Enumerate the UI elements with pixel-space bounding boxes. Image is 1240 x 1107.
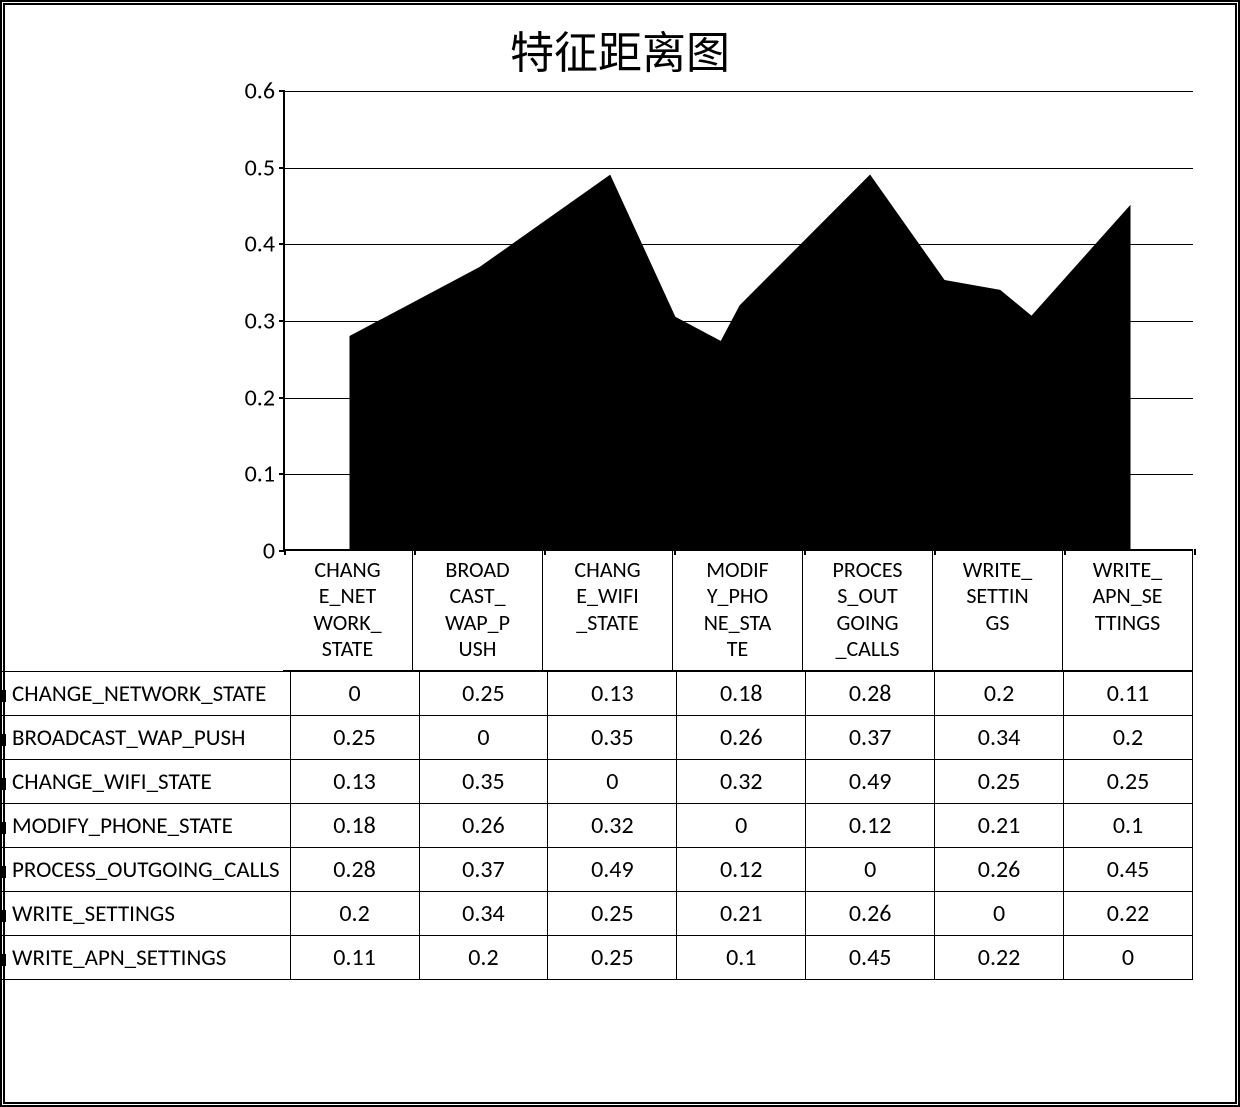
table-cell: 0.45 bbox=[1064, 848, 1193, 892]
table-cell: 0.32 bbox=[677, 760, 806, 804]
table-cell: 0.1 bbox=[1064, 804, 1193, 848]
table-cell: 0 bbox=[290, 672, 419, 716]
table-cell: 0.12 bbox=[806, 804, 935, 848]
table-cell: 0.21 bbox=[935, 804, 1064, 848]
table-cell: 0.21 bbox=[677, 892, 806, 936]
row-label: WRITE_SETTINGS bbox=[0, 892, 290, 936]
y-tick-label: 0.5 bbox=[230, 153, 275, 182]
table-row: WRITE_APN_SETTINGS0.110.20.250.10.450.22… bbox=[0, 936, 1193, 980]
row-label: BROADCAST_WAP_PUSH bbox=[0, 716, 290, 760]
table-cell: 0.18 bbox=[290, 804, 419, 848]
table-cell: 0.22 bbox=[1064, 892, 1193, 936]
legend-square-icon bbox=[0, 734, 6, 746]
table-cell: 0.26 bbox=[935, 848, 1064, 892]
table-cell: 0.28 bbox=[290, 848, 419, 892]
chart-area-wrap: 00.10.20.30.40.50.6 CHANGE_NETWORK_STATE… bbox=[13, 91, 1227, 671]
table-cell: 0.25 bbox=[419, 672, 548, 716]
table-cell: 0.32 bbox=[548, 804, 677, 848]
table-cell: 0.37 bbox=[419, 848, 548, 892]
y-tick-label: 0 bbox=[230, 537, 275, 566]
table-cell: 0.11 bbox=[1064, 672, 1193, 716]
table-row: PROCESS_OUTGOING_CALLS0.280.370.490.1200… bbox=[0, 848, 1193, 892]
table-cell: 0.34 bbox=[419, 892, 548, 936]
legend-square-icon bbox=[0, 822, 6, 834]
x-category-label: PROCESS_OUTGOING_CALLS bbox=[803, 551, 933, 671]
row-label: MODIFY_PHONE_STATE bbox=[0, 804, 290, 848]
table-cell: 0 bbox=[419, 716, 548, 760]
chart-frame: 特征距离图 00.10.20.30.40.50.6 CHANGE_NETWORK… bbox=[0, 0, 1240, 1107]
table-cell: 0 bbox=[806, 848, 935, 892]
table-cell: 0.13 bbox=[548, 672, 677, 716]
table-cell: 0.35 bbox=[419, 760, 548, 804]
table-cell: 0.37 bbox=[806, 716, 935, 760]
legend-square-icon bbox=[0, 778, 6, 790]
legend-square-icon bbox=[0, 690, 6, 702]
table-row: MODIFY_PHONE_STATE0.180.260.3200.120.210… bbox=[0, 804, 1193, 848]
x-category-label: WRITE_SETTINGS bbox=[933, 551, 1063, 671]
row-label: PROCESS_OUTGOING_CALLS bbox=[0, 848, 290, 892]
table-cell: 0.28 bbox=[806, 672, 935, 716]
table-cell: 0.26 bbox=[677, 716, 806, 760]
table-cell: 0 bbox=[935, 892, 1064, 936]
x-category-label: WRITE_APN_SETTINGS bbox=[1063, 551, 1193, 671]
row-label: CHANGE_WIFI_STATE bbox=[0, 760, 290, 804]
row-label: CHANGE_NETWORK_STATE bbox=[0, 672, 290, 716]
data-table: CHANGE_NETWORK_STATE00.250.130.180.280.2… bbox=[0, 671, 1193, 980]
table-cell: 0.35 bbox=[548, 716, 677, 760]
table-cell: 0.26 bbox=[806, 892, 935, 936]
table-cell: 0.45 bbox=[806, 936, 935, 980]
table-cell: 0.13 bbox=[290, 760, 419, 804]
table-cell: 0.2 bbox=[1064, 716, 1193, 760]
legend-square-icon bbox=[0, 954, 6, 966]
table-cell: 0.1 bbox=[677, 936, 806, 980]
legend-square-icon bbox=[0, 866, 6, 878]
table-cell: 0.11 bbox=[290, 936, 419, 980]
chart-title: 特征距离图 bbox=[13, 17, 1227, 81]
table-cell: 0.2 bbox=[419, 936, 548, 980]
table-cell: 0.2 bbox=[290, 892, 419, 936]
y-tick-label: 0.4 bbox=[230, 230, 275, 259]
table-cell: 0.49 bbox=[806, 760, 935, 804]
y-tick-label: 0.1 bbox=[230, 460, 275, 489]
plot-area: 00.10.20.30.40.50.6 bbox=[283, 91, 1193, 551]
y-tick-label: 0.6 bbox=[230, 77, 275, 106]
row-label: WRITE_APN_SETTINGS bbox=[0, 936, 290, 980]
data-table-container: CHANGE_NETWORK_STATE00.250.130.180.280.2… bbox=[13, 671, 1227, 980]
y-tick-label: 0.2 bbox=[230, 383, 275, 412]
y-tick-label: 0.3 bbox=[230, 307, 275, 336]
table-cell: 0.49 bbox=[548, 848, 677, 892]
table-cell: 0 bbox=[548, 760, 677, 804]
x-axis-labels: CHANGE_NETWORK_STATEBROADCAST_WAP_PUSHCH… bbox=[283, 551, 1193, 671]
table-row: BROADCAST_WAP_PUSH0.2500.350.260.370.340… bbox=[0, 716, 1193, 760]
table-row: CHANGE_NETWORK_STATE00.250.130.180.280.2… bbox=[0, 672, 1193, 716]
area-svg bbox=[285, 91, 1195, 551]
table-cell: 0 bbox=[1064, 936, 1193, 980]
table-cell: 0.34 bbox=[935, 716, 1064, 760]
table-cell: 0.25 bbox=[548, 892, 677, 936]
table-cell: 0.2 bbox=[935, 672, 1064, 716]
x-category-label: MODIFY_PHONE_STATE bbox=[673, 551, 803, 671]
table-cell: 0.25 bbox=[290, 716, 419, 760]
table-cell: 0.18 bbox=[677, 672, 806, 716]
table-cell: 0 bbox=[677, 804, 806, 848]
table-row: CHANGE_WIFI_STATE0.130.3500.320.490.250.… bbox=[0, 760, 1193, 804]
table-cell: 0.25 bbox=[935, 760, 1064, 804]
table-cell: 0.25 bbox=[1064, 760, 1193, 804]
table-cell: 0.12 bbox=[677, 848, 806, 892]
table-cell: 0.26 bbox=[419, 804, 548, 848]
x-category-label: CHANGE_NETWORK_STATE bbox=[283, 551, 413, 671]
x-category-label: BROADCAST_WAP_PUSH bbox=[413, 551, 543, 671]
x-category-label: CHANGE_WIFI_STATE bbox=[543, 551, 673, 671]
chart: 00.10.20.30.40.50.6 CHANGE_NETWORK_STATE… bbox=[283, 91, 1193, 671]
table-cell: 0.22 bbox=[935, 936, 1064, 980]
table-row: WRITE_SETTINGS0.20.340.250.210.2600.22 bbox=[0, 892, 1193, 936]
legend-square-icon bbox=[0, 910, 6, 922]
table-cell: 0.25 bbox=[548, 936, 677, 980]
